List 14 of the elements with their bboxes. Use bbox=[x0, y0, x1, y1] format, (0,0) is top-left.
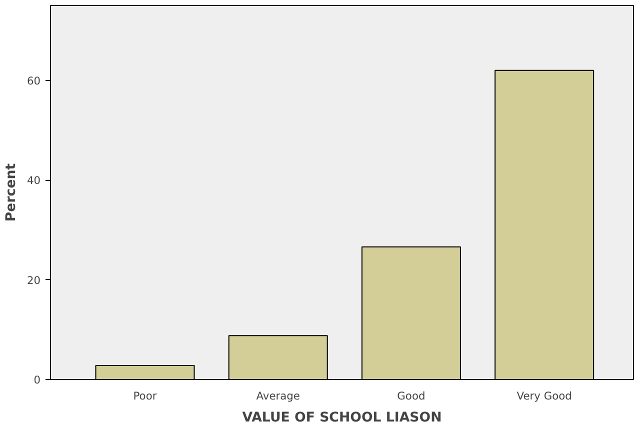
y-tick-label: 0 bbox=[34, 374, 41, 386]
bar bbox=[95, 365, 195, 380]
bar bbox=[494, 70, 594, 380]
y-tick-label: 20 bbox=[26, 274, 41, 287]
bar bbox=[228, 335, 328, 380]
x-tick-label: Average bbox=[256, 390, 300, 402]
x-tick-label: Very Good bbox=[516, 390, 572, 402]
x-tick-label: Good bbox=[397, 390, 426, 402]
y-tick-label: 60 bbox=[26, 74, 41, 88]
x-axis-title: VALUE OF SCHOOL LIASON bbox=[242, 410, 442, 426]
bar bbox=[361, 246, 461, 380]
y-axis-title: Percent bbox=[4, 162, 19, 222]
x-tick-label: Poor bbox=[133, 390, 158, 402]
y-tick-label: 40 bbox=[26, 174, 41, 188]
